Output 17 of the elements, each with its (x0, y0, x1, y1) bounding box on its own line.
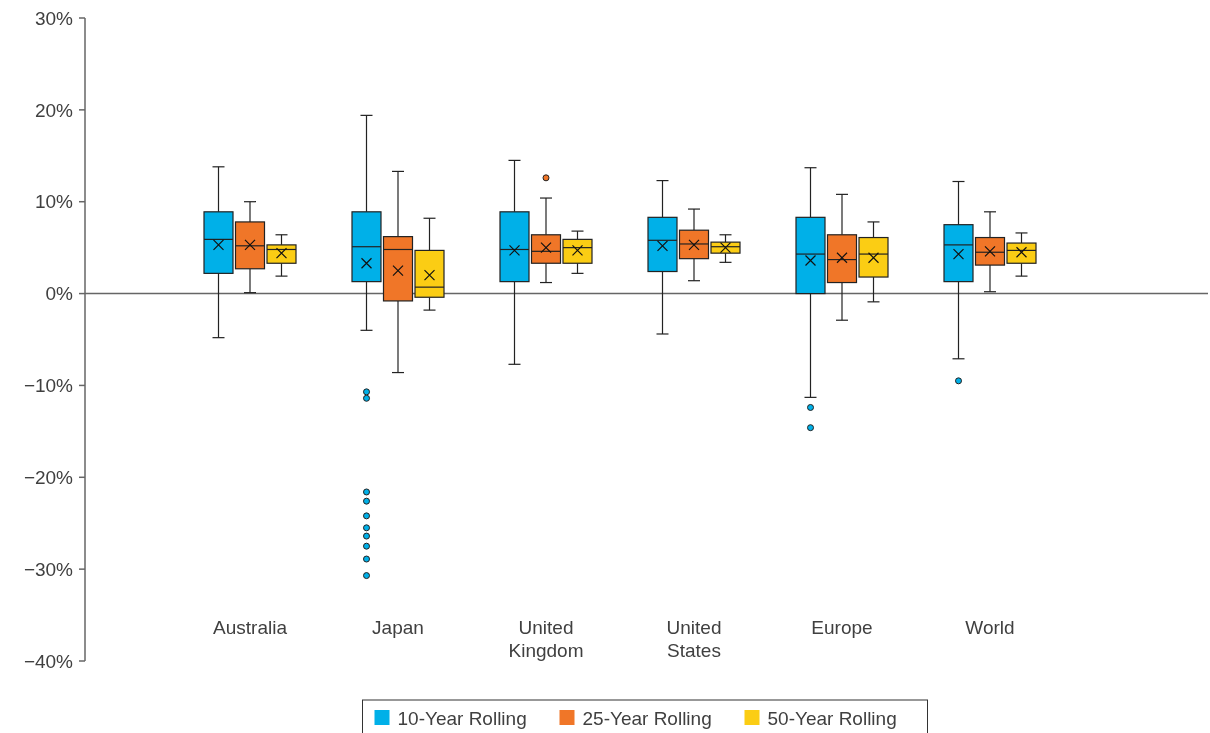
y-tick-label: −10% (23, 375, 74, 397)
y-tick-label: −20% (23, 466, 74, 488)
legend-label: 10-Year Rolling (397, 707, 527, 729)
x-tick-label: Europe (811, 617, 873, 638)
x-tick-label: United States (666, 617, 722, 661)
y-tick-label: 10% (34, 191, 74, 213)
x-tick-label: World (965, 617, 1015, 638)
y-tick-label: 30% (34, 7, 74, 29)
y-tick-label: −40% (23, 650, 74, 672)
x-tick-label: Australia (213, 617, 288, 638)
x-tick-label: United Kingdom (508, 617, 584, 661)
legend-label: 50-Year Rolling (767, 707, 897, 729)
x-tick-label: Japan (372, 617, 424, 638)
y-tick-label: 0% (45, 283, 74, 305)
legend-label: 25-Year Rolling (582, 707, 712, 729)
y-tick-label: −30% (23, 558, 74, 580)
y-tick-label: 20% (34, 99, 74, 121)
